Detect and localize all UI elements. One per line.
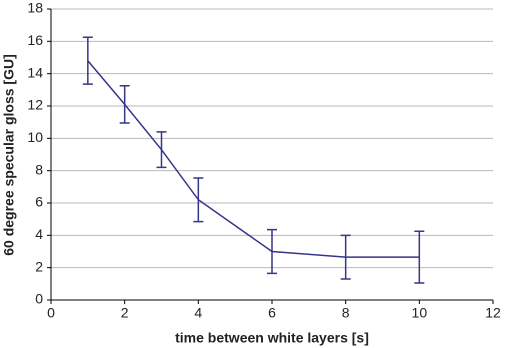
error-bar xyxy=(82,36,93,85)
y-tick-label: 10 xyxy=(27,129,43,145)
x-tick-label: 0 xyxy=(47,305,55,321)
error-bar xyxy=(193,177,204,223)
error-bar xyxy=(267,228,277,275)
y-tick-label: 6 xyxy=(35,194,43,210)
y-tick-label: 18 xyxy=(27,0,43,16)
error-bar xyxy=(119,85,130,124)
x-tick-label: 2 xyxy=(121,305,129,321)
x-tick-label: 6 xyxy=(268,305,276,321)
x-tick-label: 10 xyxy=(412,305,428,321)
y-tick-label: 16 xyxy=(27,32,43,48)
x-tick-label: 12 xyxy=(485,305,501,321)
y-tick-label: 4 xyxy=(35,226,43,242)
line xyxy=(87,60,420,258)
x-tick-label: 8 xyxy=(342,305,350,321)
y-tick-label: 12 xyxy=(27,97,43,113)
error-bar xyxy=(340,234,351,280)
y-tick-label: 8 xyxy=(35,161,43,177)
y-axis-title: 60 degree specular gloss [GU] xyxy=(1,54,17,256)
error-bar xyxy=(414,230,425,284)
x-axis-title: time between white layers [s] xyxy=(175,330,369,346)
x-tick-label: 4 xyxy=(194,305,202,321)
y-tick-label: 14 xyxy=(27,64,43,80)
y-tick-label: 0 xyxy=(35,291,43,307)
error-bar xyxy=(156,131,167,169)
y-tick-label: 2 xyxy=(35,258,43,274)
